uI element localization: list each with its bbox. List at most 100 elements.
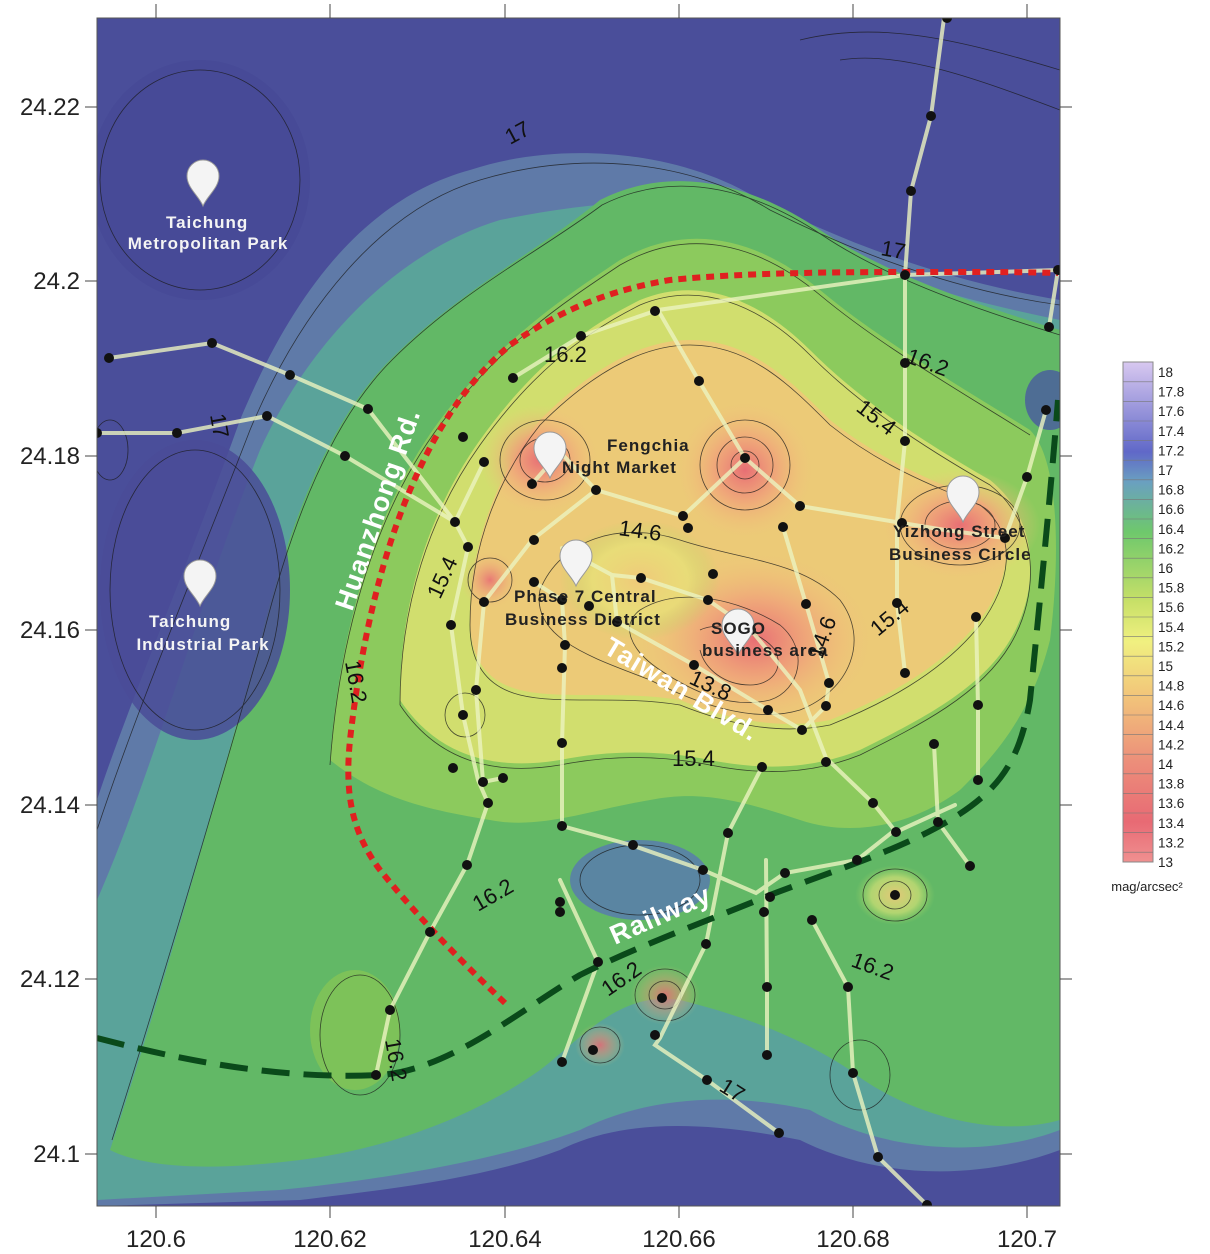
measurement-point — [557, 1057, 567, 1067]
measurement-point — [702, 1075, 712, 1085]
place-label-phase7: Phase 7 Central Business District — [505, 587, 662, 629]
measurement-point — [1000, 533, 1010, 543]
measurement-point — [891, 827, 901, 837]
measurement-point — [778, 522, 788, 532]
legend-value-label: 14.8 — [1158, 679, 1184, 694]
measurement-point — [897, 518, 907, 528]
measurement-point — [942, 18, 952, 23]
pin-icon — [559, 539, 593, 588]
measurement-point — [591, 485, 601, 495]
measurement-point — [762, 982, 772, 992]
map-plot-area: Taichung Metropolitan Park Taichung Indu… — [97, 18, 1060, 1206]
legend-value-label: 15.6 — [1158, 600, 1184, 615]
y-tick-label: 24.12 — [20, 966, 80, 993]
pin-icon — [533, 431, 567, 480]
measurement-point — [971, 612, 981, 622]
measurement-point — [1041, 405, 1051, 415]
measurement-point — [892, 598, 902, 608]
measurement-point — [498, 773, 508, 783]
contour-label: 17 — [205, 412, 234, 440]
measurement-point — [701, 939, 711, 949]
measurement-point — [584, 601, 594, 611]
pin-icon — [183, 559, 217, 608]
x-tick-label: 120.66 — [642, 1226, 715, 1253]
legend-value-label: 16.6 — [1158, 502, 1184, 517]
measurement-point — [285, 370, 295, 380]
legend-value-label: 17.8 — [1158, 385, 1184, 400]
measurement-points — [97, 18, 1060, 1206]
legend-value-label: 15.8 — [1158, 581, 1184, 596]
measurement-point — [694, 376, 704, 386]
measurement-point — [371, 1070, 381, 1080]
plot-frame — [96, 17, 1061, 1207]
measurement-point — [797, 725, 807, 735]
measurement-point — [762, 1050, 772, 1060]
legend-value-label: 16.2 — [1158, 541, 1184, 556]
measurement-point — [450, 517, 460, 527]
measurement-point — [650, 1030, 660, 1040]
place-label-fengchia: Fengchia Night Market — [562, 436, 695, 477]
measurement-point — [557, 663, 567, 673]
measurement-point — [650, 306, 660, 316]
place-label-metropolitan-park: Taichung Metropolitan Park — [128, 213, 289, 253]
measurement-point — [446, 620, 456, 630]
legend-value-label: 17.6 — [1158, 404, 1184, 419]
measurement-point — [1044, 322, 1054, 332]
contour-label: 14.6 — [617, 515, 663, 546]
measurement-point — [843, 982, 853, 992]
legend-value-label: 17 — [1158, 463, 1173, 478]
measurement-point — [529, 535, 539, 545]
x-tick-label: 120.64 — [468, 1226, 541, 1253]
legend-value-label: 16 — [1158, 561, 1173, 576]
measurement-point — [463, 542, 473, 552]
measurement-point — [703, 595, 713, 605]
axis-ticks — [85, 4, 1072, 1218]
measurement-point — [801, 599, 811, 609]
measurement-point — [527, 479, 537, 489]
measurement-point — [708, 569, 718, 579]
huanzhong-road-line — [345, 269, 1059, 1006]
x-tick-label: 120.62 — [293, 1226, 366, 1253]
measurement-point — [780, 868, 790, 878]
measurement-point — [385, 1005, 395, 1015]
measurement-point — [557, 595, 567, 605]
measurement-point — [97, 428, 102, 438]
legend-unit-label: mag/arcsec² — [1111, 879, 1183, 894]
measurement-point — [900, 358, 910, 368]
legend-value-label: 13.8 — [1158, 777, 1184, 792]
contour-label: 15.4 — [672, 746, 715, 771]
measurement-point — [458, 432, 468, 442]
x-tick-label: 120.68 — [816, 1226, 889, 1253]
measurement-point — [807, 915, 817, 925]
measurement-point — [848, 1068, 858, 1078]
measurement-point — [557, 738, 567, 748]
measurement-point — [821, 757, 831, 767]
y-tick-label: 24.16 — [20, 617, 80, 644]
measurement-point — [471, 685, 481, 695]
pin-icon — [721, 608, 755, 657]
measurement-point — [900, 270, 910, 280]
measurement-point — [448, 763, 458, 773]
hotspot-north-central — [675, 400, 815, 540]
measurement-point — [933, 817, 943, 827]
measurement-point — [478, 777, 488, 787]
legend-value-label: 17.4 — [1158, 424, 1185, 439]
legend-value-label: 15 — [1158, 659, 1173, 674]
measurement-point — [612, 617, 622, 627]
measurement-point — [555, 897, 565, 907]
measurement-point — [529, 577, 539, 587]
measurement-point — [555, 907, 565, 917]
measurement-point — [795, 501, 805, 511]
measurement-point — [340, 451, 350, 461]
measurement-point — [462, 860, 472, 870]
measurement-point — [698, 865, 708, 875]
measurement-point — [425, 927, 435, 937]
legend-value-label: 13 — [1158, 855, 1173, 870]
measurement-point — [763, 705, 773, 715]
legend-value-label: 13.6 — [1158, 796, 1184, 811]
legend-value-label: 14.2 — [1158, 737, 1184, 752]
measurement-point — [1022, 472, 1032, 482]
hotspot-south-2 — [575, 1023, 625, 1067]
legend-value-label: 14.4 — [1158, 718, 1185, 733]
legend-value-label: 15.2 — [1158, 639, 1184, 654]
